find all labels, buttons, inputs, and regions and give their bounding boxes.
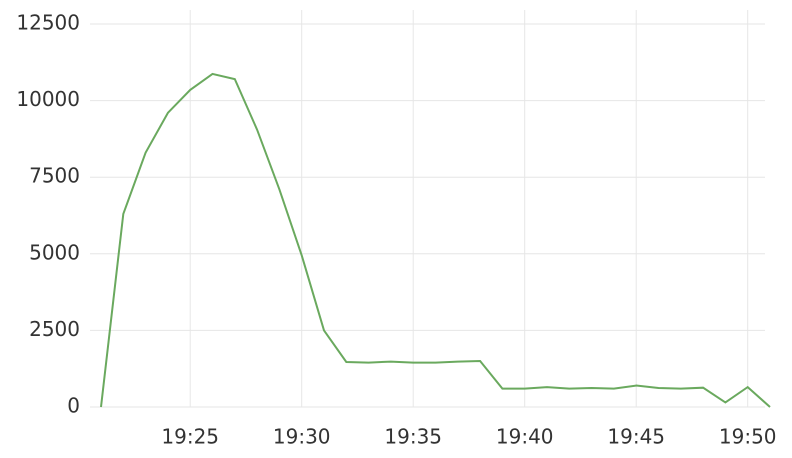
x-tick-label: 19:30 [273,425,331,449]
x-tick-label: 19:45 [607,425,665,449]
y-tick-label: 2500 [29,317,80,341]
x-tick-label: 19:25 [161,425,219,449]
y-tick-label: 0 [67,394,80,418]
data-line [100,72,771,408]
x-tick-label: 19:35 [384,425,442,449]
y-tick-label: 12500 [16,11,80,35]
y-tick-label: 10000 [16,87,80,111]
y-tick-label: 7500 [29,164,80,188]
y-tick-label: 5000 [29,240,80,264]
x-tick-label: 19:50 [719,425,777,449]
x-tick-label: 19:40 [496,425,554,449]
